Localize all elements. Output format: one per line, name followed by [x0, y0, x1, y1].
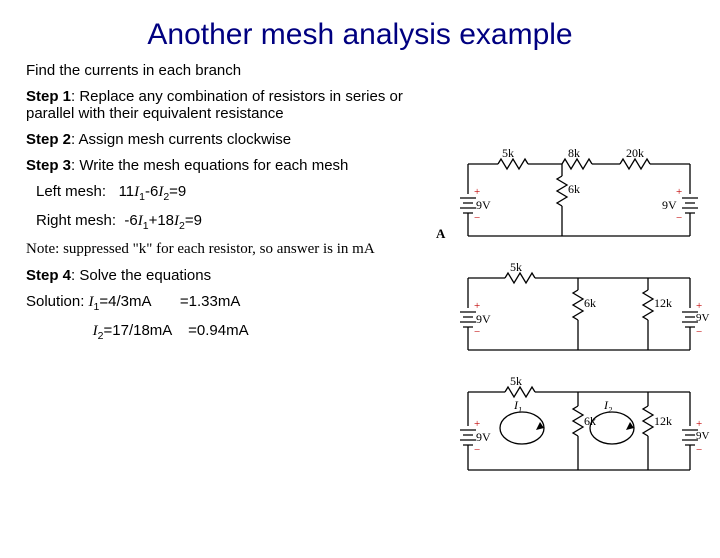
- c1-r5k: 5k: [502, 146, 514, 161]
- solution-i1-frac: I1=4/3mA: [89, 293, 151, 310]
- left-mesh-eq: 11I1-6I2=9: [119, 183, 187, 200]
- c1-r8k: 8k: [568, 146, 580, 161]
- left-mesh-label: Left mesh:: [36, 183, 106, 200]
- step-4-text: : Solve the equations: [71, 267, 211, 284]
- circuit-1: 5k 8k 20k 6k + 9V − 9V + − A: [450, 146, 708, 246]
- solution-i2-dec: =0.94mA: [188, 322, 248, 339]
- solution-label: Solution:: [26, 293, 84, 310]
- c2-v9-right: 9V: [696, 312, 709, 324]
- c1-r6k: 6k: [568, 182, 580, 197]
- step-4-label: Step 4: [26, 267, 71, 284]
- solution-i2-frac: I2=17/18mA: [93, 322, 172, 339]
- c1-v9-right: 9V: [662, 198, 677, 213]
- step-1-label: Step 1: [26, 88, 71, 105]
- c3-r5k: 5k: [510, 374, 522, 389]
- c3-r6k: 6k: [584, 414, 596, 429]
- step-2-text: : Assign mesh currents clockwise: [71, 131, 291, 148]
- circuit-2: 5k 6k 12k + 9V − + 9V −: [450, 260, 708, 360]
- right-mesh-eq: -6I1+18I2=9: [124, 212, 202, 229]
- step-2: Step 2: Assign mesh currents clockwise: [26, 131, 426, 148]
- circuit-3: 5k 6k 12k + 9V − + 9V − I1 I2: [450, 374, 708, 484]
- step-3-label: Step 3: [26, 157, 71, 174]
- note-line: Note: suppressed "k" for each resistor, …: [26, 241, 456, 258]
- c2-v9-left: 9V: [476, 312, 491, 327]
- circuit-diagrams: 5k 8k 20k 6k + 9V − 9V + − A: [450, 146, 708, 498]
- c1-node-a: A: [436, 226, 445, 242]
- page-title: Another mesh analysis example: [0, 18, 720, 52]
- right-mesh-label: Right mesh:: [36, 212, 116, 229]
- c3-v9-left: 9V: [476, 430, 491, 445]
- step-2-label: Step 2: [26, 131, 71, 148]
- step-3-text: : Write the mesh equations for each mesh: [71, 157, 348, 174]
- c2-r12k: 12k: [654, 296, 672, 311]
- c3-i2: I2: [604, 398, 612, 414]
- c1-r20k: 20k: [626, 146, 644, 161]
- c3-v9-right: 9V: [696, 430, 709, 442]
- c2-r5k: 5k: [510, 260, 522, 275]
- c3-r12k: 12k: [654, 414, 672, 429]
- c2-r6k: 6k: [584, 296, 596, 311]
- c1-v9-left: 9V: [476, 198, 491, 213]
- c3-i1: I1: [514, 398, 522, 414]
- step-1-text: : Replace any combination of resistors i…: [26, 88, 403, 122]
- circuit-3-svg: [450, 374, 708, 484]
- intro-line: Find the currents in each branch: [26, 62, 436, 79]
- step-3: Step 3: Write the mesh equations for eac…: [26, 157, 446, 174]
- step-1: Step 1: Replace any combination of resis…: [26, 88, 426, 122]
- solution-i1-dec: =1.33mA: [180, 293, 240, 310]
